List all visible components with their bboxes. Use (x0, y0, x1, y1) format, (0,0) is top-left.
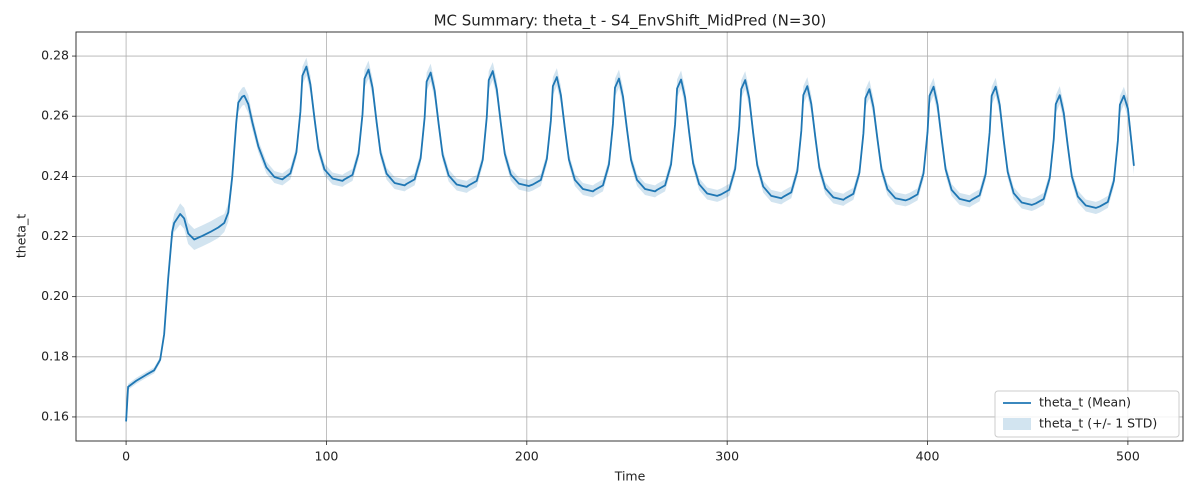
y-tick-label: 0.16 (41, 408, 69, 423)
legend: theta_t (Mean) theta_t (+/- 1 STD) (994, 390, 1180, 438)
x-tick-label: 500 (1116, 449, 1140, 464)
y-tick-label: 0.22 (41, 228, 69, 243)
legend-label: theta_t (+/- 1 STD) (1039, 416, 1157, 431)
y-axis-label: theta_t (14, 214, 29, 258)
y-tick-label: 0.18 (41, 348, 69, 363)
x-tick-label: 100 (315, 449, 339, 464)
plot-frame (75, 31, 1184, 442)
y-tick-label: 0.24 (41, 168, 69, 183)
x-tick-label: 200 (515, 449, 539, 464)
legend-label: theta_t (Mean) (1039, 395, 1131, 410)
std-band (126, 57, 1134, 423)
legend-swatch (1003, 418, 1031, 430)
y-tick-label: 0.28 (41, 48, 69, 63)
chart-title: MC Summary: theta_t - S4_EnvShift_MidPre… (434, 12, 827, 31)
y-tick-label: 0.26 (41, 108, 69, 123)
legend-box (994, 390, 1180, 438)
x-tick-label: 400 (916, 449, 940, 464)
x-tick-label: 300 (715, 449, 739, 464)
y-tick-label: 0.20 (41, 288, 69, 303)
mean-line (125, 65, 1135, 422)
x-tick-label: 0 (122, 449, 130, 464)
x-axis-label: Time (614, 469, 646, 484)
